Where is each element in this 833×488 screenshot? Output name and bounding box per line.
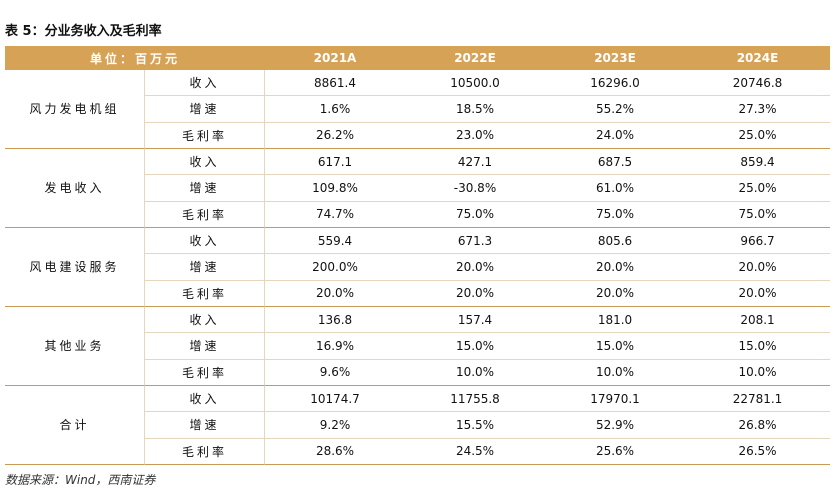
value-cell: 20.0% bbox=[405, 281, 545, 307]
value-cell: 15.0% bbox=[545, 333, 685, 360]
group-label: 风电建设服务 bbox=[5, 227, 145, 307]
value-cell: 75.0% bbox=[685, 202, 830, 228]
value-cell: 859.4 bbox=[685, 149, 830, 176]
metric-label: 增速 bbox=[145, 175, 265, 202]
value-cell: 157.4 bbox=[405, 307, 545, 334]
metric-label: 收入 bbox=[145, 306, 265, 334]
value-cell: 8861.4 bbox=[265, 70, 405, 97]
metric-label: 增速 bbox=[145, 96, 265, 123]
value-cell: 25.0% bbox=[685, 175, 830, 202]
value-cell: 20.0% bbox=[405, 254, 545, 281]
value-cell: 805.6 bbox=[545, 228, 685, 255]
value-cell: 22781.1 bbox=[685, 386, 830, 413]
value-cell: 966.7 bbox=[685, 228, 830, 255]
value-cell: 9.2% bbox=[265, 412, 405, 439]
value-cell: 27.3% bbox=[685, 96, 830, 123]
value-cell: 20.0% bbox=[685, 281, 830, 307]
group-label: 合计 bbox=[5, 385, 145, 465]
value-cell: 26.8% bbox=[685, 412, 830, 439]
value-cell: 10.0% bbox=[405, 360, 545, 386]
metric-label: 收入 bbox=[145, 227, 265, 255]
value-cell: -30.8% bbox=[405, 175, 545, 202]
value-cell: 20.0% bbox=[545, 281, 685, 307]
table: 单位：百万元 2021A 2022E 2023E 2024E 风力发电机组 收入 8861.4… bbox=[5, 46, 830, 465]
value-cell: 24.5% bbox=[405, 439, 545, 465]
header-cell: 单位：百万元 bbox=[5, 46, 265, 70]
value-cell: 55.2% bbox=[545, 96, 685, 123]
metric-label: 增速 bbox=[145, 412, 265, 439]
value-cell: 15.0% bbox=[685, 333, 830, 360]
value-cell: 75.0% bbox=[545, 202, 685, 228]
value-cell: 617.1 bbox=[265, 149, 405, 176]
value-cell: 74.7% bbox=[265, 202, 405, 228]
value-cell: 16296.0 bbox=[545, 70, 685, 97]
header-cell: 2021A bbox=[265, 46, 405, 70]
value-cell: 20.0% bbox=[545, 254, 685, 281]
value-cell: 671.3 bbox=[405, 228, 545, 255]
metric-label: 收入 bbox=[145, 70, 265, 97]
value-cell: 24.0% bbox=[545, 123, 685, 149]
value-cell: 20.0% bbox=[685, 254, 830, 281]
header-cell: 2022E bbox=[405, 46, 545, 70]
table-title: 表 5：分业务收入及毛利率 bbox=[5, 24, 162, 39]
value-cell: 10500.0 bbox=[405, 70, 545, 97]
value-cell: 10174.7 bbox=[265, 386, 405, 413]
value-cell: 11755.8 bbox=[405, 386, 545, 413]
header-cell: 2024E bbox=[685, 46, 830, 70]
value-cell: 136.8 bbox=[265, 307, 405, 334]
metric-label: 收入 bbox=[145, 385, 265, 413]
value-cell: 16.9% bbox=[265, 333, 405, 360]
value-cell: 26.2% bbox=[265, 123, 405, 149]
value-cell: 18.5% bbox=[405, 96, 545, 123]
value-cell: 10.0% bbox=[685, 360, 830, 386]
value-cell: 15.0% bbox=[405, 333, 545, 360]
metric-label: 毛利率 bbox=[145, 280, 265, 307]
value-cell: 9.6% bbox=[265, 360, 405, 386]
source-note: 数据来源：Wind，西南证券 bbox=[5, 473, 156, 487]
value-cell: 1.6% bbox=[265, 96, 405, 123]
value-cell: 200.0% bbox=[265, 254, 405, 281]
value-cell: 10.0% bbox=[545, 360, 685, 386]
value-cell: 208.1 bbox=[685, 307, 830, 334]
metric-label: 毛利率 bbox=[145, 201, 265, 228]
value-cell: 109.8% bbox=[265, 175, 405, 202]
header-cell: 2023E bbox=[545, 46, 685, 70]
value-cell: 25.6% bbox=[545, 439, 685, 465]
value-cell: 52.9% bbox=[545, 412, 685, 439]
value-cell: 75.0% bbox=[405, 202, 545, 228]
value-cell: 687.5 bbox=[545, 149, 685, 176]
value-cell: 25.0% bbox=[685, 123, 830, 149]
group-label: 风力发电机组 bbox=[5, 70, 145, 149]
metric-label: 收入 bbox=[145, 148, 265, 176]
value-cell: 23.0% bbox=[405, 123, 545, 149]
value-cell: 28.6% bbox=[265, 439, 405, 465]
value-cell: 17970.1 bbox=[545, 386, 685, 413]
metric-label: 毛利率 bbox=[145, 438, 265, 465]
value-cell: 61.0% bbox=[545, 175, 685, 202]
group-label: 其他业务 bbox=[5, 306, 145, 386]
metric-label: 毛利率 bbox=[145, 359, 265, 386]
value-cell: 15.5% bbox=[405, 412, 545, 439]
metric-label: 毛利率 bbox=[145, 122, 265, 149]
value-cell: 26.5% bbox=[685, 439, 830, 465]
group-label: 发电收入 bbox=[5, 148, 145, 228]
value-cell: 20.0% bbox=[265, 281, 405, 307]
value-cell: 559.4 bbox=[265, 228, 405, 255]
value-cell: 20746.8 bbox=[685, 70, 830, 97]
value-cell: 427.1 bbox=[405, 149, 545, 176]
metric-label: 增速 bbox=[145, 333, 265, 360]
value-cell: 181.0 bbox=[545, 307, 685, 334]
metric-label: 增速 bbox=[145, 254, 265, 281]
